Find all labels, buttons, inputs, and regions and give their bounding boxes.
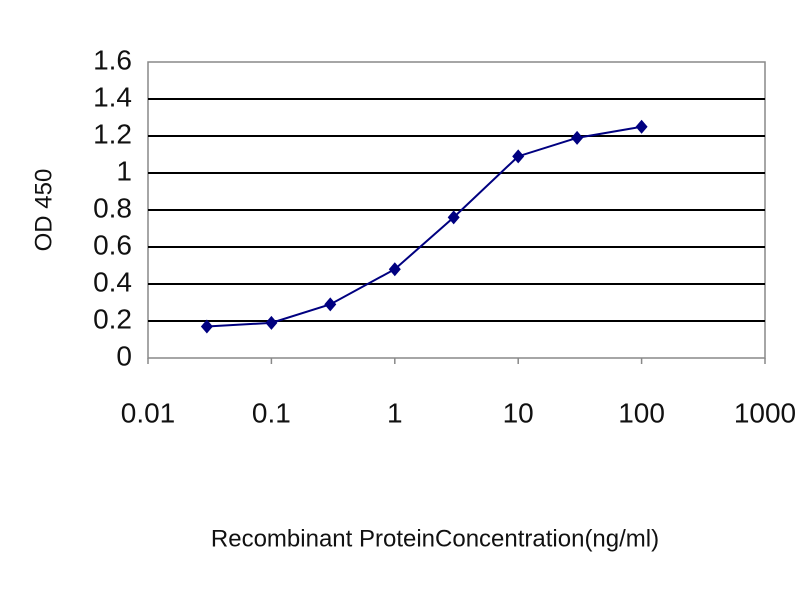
x-tick-label: 1000	[734, 397, 796, 428]
y-tick-label: 0.2	[93, 303, 132, 334]
x-tick-label: 0.01	[121, 397, 176, 428]
x-tick-label: 100	[618, 397, 665, 428]
y-tick-label: 0.6	[93, 229, 132, 260]
data-point	[447, 210, 460, 225]
series-line	[206, 125, 642, 328]
y-tick-label: 0	[116, 340, 132, 371]
y-tick-label: 1.6	[93, 44, 132, 75]
data-point	[571, 130, 584, 145]
y-tick-label: 1	[116, 155, 132, 186]
x-tick-label: 0.1	[252, 397, 291, 428]
data-point	[200, 319, 213, 334]
x-tick-label: 1	[387, 397, 403, 428]
data-point	[324, 297, 337, 312]
y-tick-label: 0.8	[93, 192, 132, 223]
y-axis-title: OD 450	[30, 169, 57, 252]
y-tick-label: 1.2	[93, 118, 132, 149]
data-point	[635, 119, 648, 134]
data-point	[388, 262, 401, 277]
data-point	[265, 315, 278, 330]
y-tick-label: 0.4	[93, 266, 132, 297]
x-tick-label: 10	[503, 397, 534, 428]
y-tick-label: 1.4	[93, 81, 132, 112]
data-point	[512, 149, 525, 164]
x-axis-title: Recombinant ProteinConcentration(ng/ml)	[211, 525, 659, 552]
